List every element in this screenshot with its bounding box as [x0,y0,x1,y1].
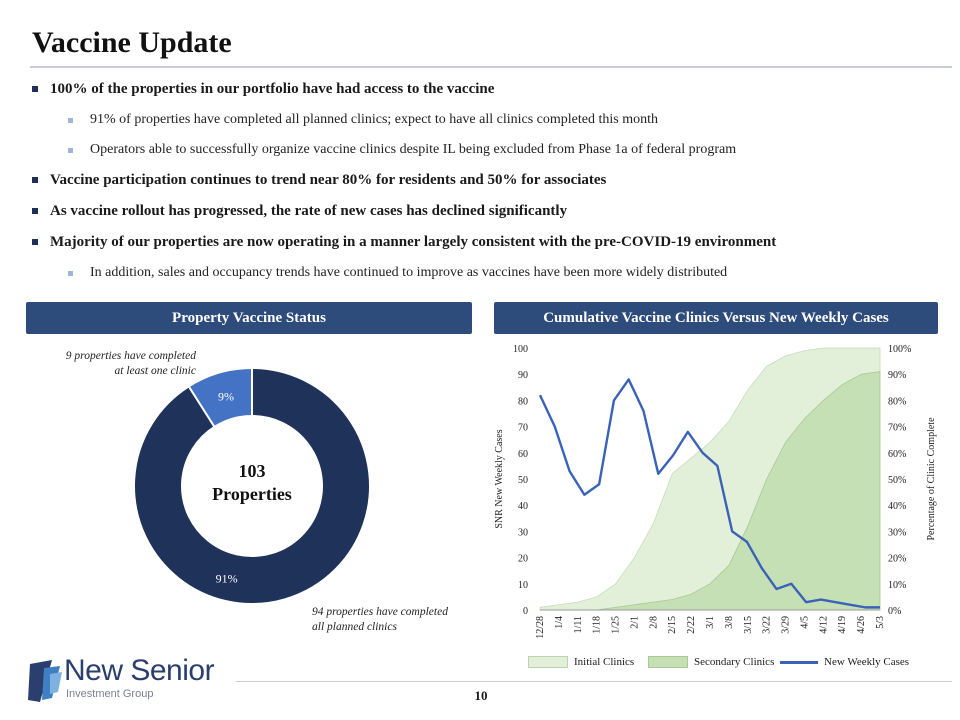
donut-slice-label: 91% [216,572,238,586]
legend-label: Secondary Clinics [694,656,775,668]
legend-label: New Weekly Cases [824,656,910,668]
y2-tick-label: 30% [888,527,906,538]
x-tick-label: 4/26 [856,616,867,634]
title-divider [30,66,952,68]
area-secondary-clinics [540,371,881,611]
x-tick-label: 1/11 [573,616,584,633]
legend-new-weekly-cases: New Weekly Cases [780,656,909,668]
note-line: 94 properties have completed [312,606,448,618]
y2-tick-label: 50% [888,475,906,486]
legend-swatch [648,656,688,668]
note-at-least-one-clinic: 9 properties have completed at least one… [40,349,196,379]
y-tick-label: 40 [518,501,528,512]
y-tick-label: 60 [518,449,528,460]
x-tick-label: 1/25 [611,616,622,634]
x-tick-label: 1/18 [592,616,603,634]
y-tick-label: 0 [523,606,528,617]
x-tick-label: 3/22 [762,616,773,634]
chart-legend: Initial Clinics Secondary Clinics New We… [528,656,948,672]
y2-tick-label: 10% [888,580,906,591]
company-logo: New Senior Investment Group [26,654,226,704]
bullet-item: Majority of our properties are now opera… [30,231,950,262]
donut-slice [187,366,253,429]
note-all-planned-clinics: 94 properties have completed all planned… [312,605,482,635]
bullet-item: Vaccine participation continues to trend… [30,169,950,200]
y-tick-label: 50 [518,475,528,486]
donut-slice-label: 9% [218,390,234,404]
legend-initial-clinics: Initial Clinics [528,656,634,668]
y-tick-label: 100 [513,344,528,355]
x-tick-label: 2/15 [667,616,678,634]
x-tick-label: 4/5 [799,616,810,629]
y-tick-label: 30 [518,527,528,538]
y-tick-label: 70 [518,423,528,434]
page-number: 10 [474,688,488,703]
x-tick-label: 3/8 [724,616,735,629]
y2-tick-label: 80% [888,396,906,407]
sub-bullet-item: 91% of properties have completed all pla… [30,109,950,139]
y2-tick-label: 100% [888,344,911,355]
y2-tick-label: 20% [888,554,906,565]
sub-bullet-item: In addition, sales and occupancy trends … [30,262,950,292]
y2-tick-label: 70% [888,423,906,434]
logo-mark-icon [28,660,62,702]
y2-tick-label: 40% [888,501,906,512]
sub-bullet-item: Operators able to successfully organize … [30,139,950,169]
x-tick-label: 12/28 [535,616,546,639]
logo-name: New Senior [64,654,215,687]
y-tick-label: 10 [518,580,528,591]
y2-axis-title: Percentage of Clinic Complete [926,417,937,541]
x-tick-label: 2/8 [648,616,659,629]
note-line: all planned clinics [312,621,397,633]
x-tick-label: 3/15 [743,616,754,634]
x-tick-label: 2/1 [629,616,640,629]
x-tick-label: 1/4 [554,616,565,629]
legend-swatch [780,660,818,664]
bullet-item: As vaccine rollout has progressed, the r… [30,200,950,231]
legend-secondary-clinics: Secondary Clinics [648,656,774,668]
logo-subtitle: Investment Group [66,688,154,700]
clinics-cases-chart: 0 10 20 30 40 50 60 70 80 90 100 0% 10% 20% 30% 40% 50% 6… [494,344,937,639]
note-line: at least one clinic [114,365,196,377]
legend-swatch [528,656,568,668]
footer-divider [236,681,952,682]
y-tick-label: 20 [518,554,528,565]
y2-tick-label: 60% [888,449,906,460]
x-tick-label: 3/29 [781,616,792,634]
x-tick-label: 3/1 [705,616,716,629]
y-tick-label: 90 [518,370,528,381]
x-tick-label: 4/12 [818,616,829,634]
y2-tick-label: 0% [888,606,901,617]
right-panel-header: Cumulative Vaccine Clinics Versus New We… [494,302,938,334]
left-panel-header: Property Vaccine Status [26,302,472,334]
note-line: 9 properties have completed [65,350,196,362]
y2-tick-label: 90% [888,370,906,381]
line-new-weekly-cases [538,378,880,609]
donut-center-label: 103 Properties [192,460,312,506]
x-tick-label: 4/19 [837,616,848,634]
x-tick-label: 5/3 [875,616,886,629]
y-tick-label: 80 [518,396,528,407]
donut-slice [133,366,371,605]
page-title: Vaccine Update [32,26,232,59]
center-count: 103 [238,461,266,481]
y-axis-title: SNR New Weekly Cases [494,429,505,528]
bullet-item: 100% of the properties in our portfolio … [30,78,950,109]
donut-chart: 91% 9% [133,366,371,605]
x-tick-label: 2/22 [686,616,697,634]
center-unit: Properties [212,484,292,504]
bullet-list: 100% of the properties in our portfolio … [30,78,950,292]
legend-label: Initial Clinics [574,656,635,668]
